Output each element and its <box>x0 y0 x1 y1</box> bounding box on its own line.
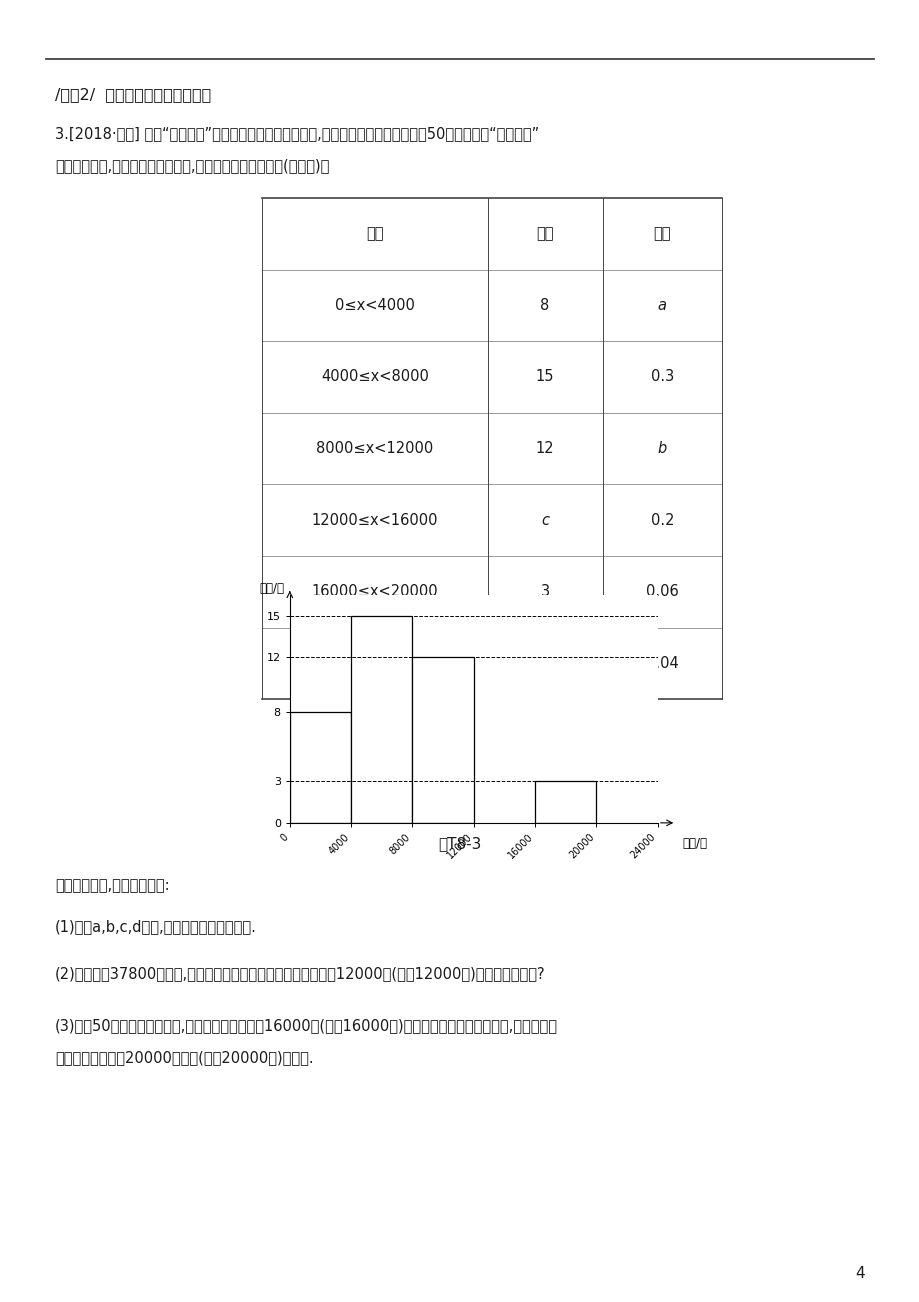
Text: 20000≤x<24000: 20000≤x<24000 <box>312 656 437 671</box>
Text: 8: 8 <box>539 298 550 312</box>
Text: 4: 4 <box>855 1266 864 1281</box>
Text: 15: 15 <box>535 370 554 384</box>
Text: 3: 3 <box>540 585 549 599</box>
Text: 0.04: 0.04 <box>645 656 678 671</box>
Text: 0.3: 0.3 <box>650 370 674 384</box>
Text: 0.06: 0.06 <box>645 585 678 599</box>
Text: 中的步数情况,将数据进行统计整理,绘制了如下的统计图表(不完整)：: 中的步数情况,将数据进行统计整理,绘制了如下的统计图表(不完整)： <box>55 158 329 173</box>
Bar <box>351 616 412 823</box>
Text: (2)本市约有37800名教师,用调查的样本数据估计日行走步数超过12000步(包含12000步)的教师有多少名?: (2)本市约有37800名教师,用调查的样本数据估计日行走步数超过12000步(… <box>55 966 545 982</box>
Text: 步数/步: 步数/步 <box>682 837 707 850</box>
Text: 12: 12 <box>535 441 554 456</box>
Bar <box>289 712 351 823</box>
Text: d: d <box>539 656 550 671</box>
Text: 0.2: 0.2 <box>650 513 674 527</box>
Text: 12000≤x<16000: 12000≤x<16000 <box>312 513 437 527</box>
Text: (3)若在50名被调查的教师中,选取日行走步数超过16000步(包含16000步)的两名教师与大家分享心得,求被选取的: (3)若在50名被调查的教师中,选取日行走步数超过16000步(包含16000步… <box>55 1018 558 1034</box>
Text: 8000≤x<12000: 8000≤x<12000 <box>316 441 433 456</box>
Bar <box>535 781 596 823</box>
Text: 图T8-3: 图T8-3 <box>437 836 482 852</box>
Text: b: b <box>657 441 666 456</box>
Text: c: c <box>540 513 549 527</box>
Text: 频数: 频数 <box>536 227 553 241</box>
Text: 0≤x<4000: 0≤x<4000 <box>335 298 414 312</box>
Bar <box>412 658 473 823</box>
Text: a: a <box>657 298 666 312</box>
Text: 两名教师恰好都在20000步以上(包含20000步)的概率.: 两名教师恰好都在20000步以上(包含20000步)的概率. <box>55 1049 313 1065</box>
Text: 频数/人: 频数/人 <box>259 582 284 595</box>
Text: /类型2/  统计表与概率的相关计算: /类型2/ 统计表与概率的相关计算 <box>55 87 211 103</box>
Text: 根据以上信息,解答下列问题:: 根据以上信息,解答下列问题: <box>55 878 170 893</box>
Text: 4000≤x<8000: 4000≤x<8000 <box>321 370 428 384</box>
Text: 16000≤x<20000: 16000≤x<20000 <box>312 585 437 599</box>
Text: 3.[2018·枣庄] 现今“微信运动”被越来越多的人关注和喜爱,某兴趣小组随机调查了我帘50名教师某日“微信运动”: 3.[2018·枣庄] 现今“微信运动”被越来越多的人关注和喜爱,某兴趣小组随机… <box>55 126 539 142</box>
Text: (1)写出a,b,c,d的值,并补全频数分布直方图.: (1)写出a,b,c,d的值,并补全频数分布直方图. <box>55 919 256 935</box>
Text: 频率: 频率 <box>652 227 671 241</box>
Text: 步数: 步数 <box>366 227 383 241</box>
